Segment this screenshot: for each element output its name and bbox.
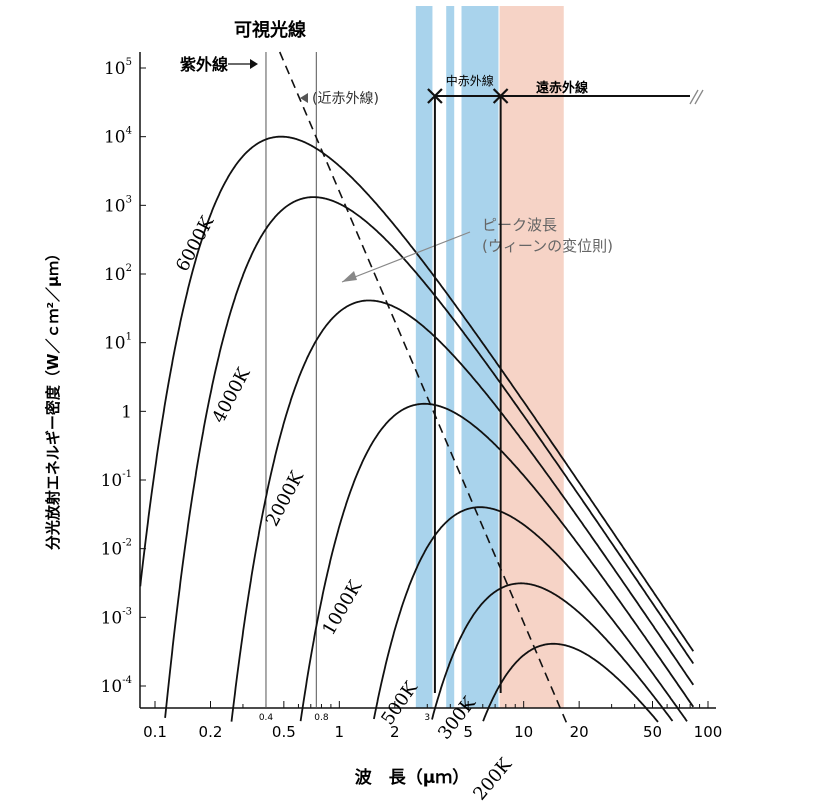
x-tick-label-7: 20 [570, 723, 589, 741]
chart-title: 可視光線 [234, 19, 306, 41]
y-tick-label-0: 105 [104, 57, 132, 79]
curve-4000K [164, 196, 695, 718]
curve-200K [482, 642, 659, 723]
band-0 [415, 6, 433, 708]
x-tick-label-6: 10 [514, 723, 533, 741]
x-tick-label-3: 1 [335, 723, 345, 741]
band-1 [446, 6, 455, 708]
curve-300K [431, 582, 674, 722]
chart-labels: 可視光線 波 長（μｍ） 分光放射エネルギー密度（W／ｃｍ²／μｍ） 紫外線 (近… [44, 19, 469, 788]
infrared-region-bars: 中赤外線 遠赤外線 [427, 73, 704, 693]
x-minor-label-0: 0.4 [259, 713, 274, 723]
x-minor-label-1: 0.8 [314, 713, 329, 723]
peak-sublabel: (ウィーンの変位則) [482, 237, 613, 255]
curve-500K [373, 506, 688, 722]
far-ir-break-mark [689, 89, 704, 105]
uv-label: 紫外線 [180, 55, 228, 74]
y-axis-label: 分光放射エネルギー密度（W／ｃｍ²／μｍ） [44, 246, 62, 550]
far-ir-label: 遠赤外線 [536, 80, 589, 96]
band-3 [499, 6, 564, 708]
x-tick-label-0: 0.1 [143, 723, 167, 741]
peak-wavelength-line [279, 51, 570, 728]
ir-boundary-cross-0 [427, 88, 443, 104]
reference-lines [265, 52, 317, 708]
y-tick-label-5: 1 [121, 402, 132, 422]
y-tick-label-9: 10-4 [101, 675, 132, 697]
curve-2000K [230, 299, 695, 722]
y-tick-label-6: 10-1 [101, 469, 132, 491]
wavelength-bands [415, 6, 564, 708]
ir-boundary-cross-1 [492, 88, 509, 104]
x-tick-label-4: 2 [390, 723, 400, 741]
peak-arrow-line [341, 231, 471, 283]
x-tick-label-5: 5 [463, 723, 473, 741]
x-tick-label-9: 100 [694, 723, 723, 741]
y-tick-label-3: 102 [104, 263, 132, 285]
near-ir-label: (近赤外線) [312, 91, 379, 107]
x-tick-label-1: 0.2 [199, 723, 223, 741]
peak-arrow-head [342, 271, 357, 282]
y-tick-label-4: 101 [104, 332, 132, 354]
x-tick-label-2: 0.5 [272, 723, 296, 741]
y-tick-label-8: 10-3 [101, 606, 132, 628]
series-label-6000K: 6000K [172, 212, 219, 275]
y-tick-label-7: 10-2 [101, 538, 132, 560]
y-tick-label-1: 104 [104, 126, 132, 148]
curve-1000K [299, 402, 695, 722]
x-minor-label-2: 3 [424, 713, 430, 723]
series-label-2000K: 2000K [262, 467, 309, 530]
x-axis-label: 波 長（μｍ） [355, 767, 470, 788]
series-label-200K: 200K [469, 754, 516, 805]
mid-ir-label: 中赤外線 [446, 73, 494, 88]
near-ir-arrow-head [300, 93, 308, 103]
series-label-1000K: 1000K [318, 577, 366, 639]
x-tick-label-8: 50 [643, 723, 662, 741]
peak-label: ピーク波長 [482, 216, 557, 234]
y-tick-label-2: 103 [104, 194, 132, 216]
uv-arrow-head [250, 59, 258, 69]
series-label-500K: 500K [377, 678, 422, 730]
